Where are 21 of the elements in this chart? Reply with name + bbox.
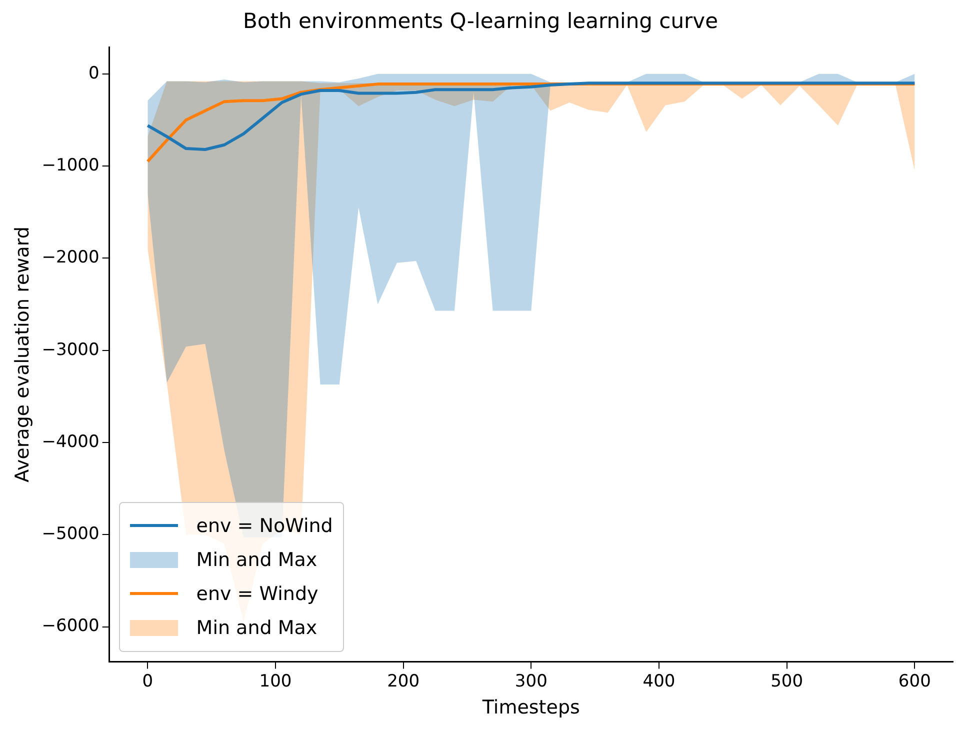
y-tick-label: −3000 xyxy=(42,340,100,360)
y-tick-label: 0 xyxy=(88,63,100,84)
x-tick-label: 100 xyxy=(259,671,292,692)
x-tick-label: 300 xyxy=(514,671,548,692)
y-tick-label: −1000 xyxy=(42,155,100,176)
x-tick-label: 600 xyxy=(898,671,931,692)
y-tick-label: −2000 xyxy=(42,248,100,268)
chart-title: Both environments Q-learning learning curve xyxy=(242,9,718,34)
annotation: Min and Max xyxy=(196,616,318,639)
x-axis-title: Timesteps xyxy=(481,696,580,719)
legend-label: env = Windy xyxy=(196,582,318,605)
x-tick-label: 200 xyxy=(387,671,420,692)
y-tick-label: −5000 xyxy=(42,524,100,544)
y-tick-label: −4000 xyxy=(42,432,100,452)
y-axis-title: Average evaluation reward xyxy=(11,226,34,482)
x-tick-label: 0 xyxy=(142,671,154,692)
y-tick-label: −6000 xyxy=(42,616,100,636)
x-tick-label: 400 xyxy=(642,671,676,692)
legend-label: env = NoWind xyxy=(196,514,333,537)
x-tick-label: 500 xyxy=(770,671,804,692)
annotation: Min and Max xyxy=(196,548,318,571)
